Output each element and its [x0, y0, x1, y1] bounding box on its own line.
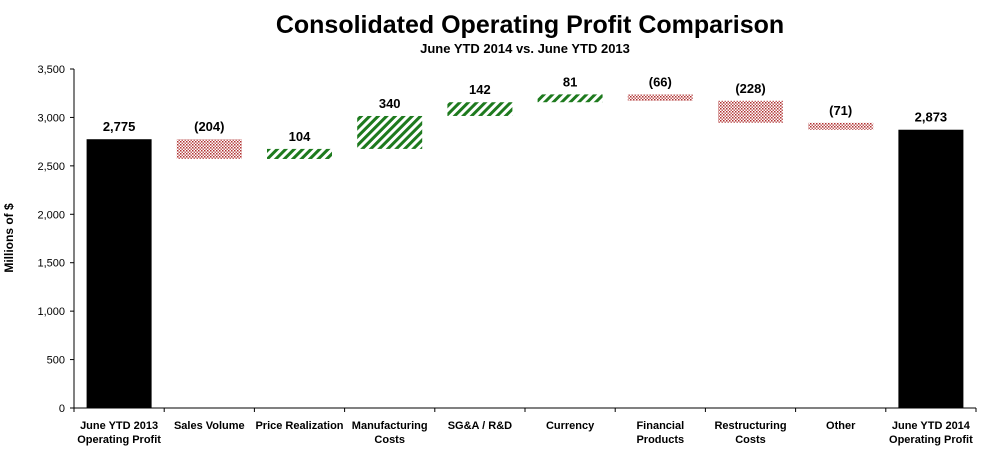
- total-bar: [898, 129, 964, 408]
- y-tick-label: 2,000: [37, 209, 65, 221]
- x-tick-label: June YTD 2013: [80, 420, 158, 432]
- y-axis: 0 500 1,000 1,500 2,000 2,500 3,000 3,500: [37, 64, 75, 415]
- y-tick-label: 0: [59, 403, 65, 415]
- y-tick-label: 500: [47, 355, 65, 367]
- y-tick-label: 2,500: [37, 161, 65, 173]
- data-label: (228): [735, 81, 765, 96]
- increase-bar: [357, 115, 423, 149]
- y-tick-label: 1,500: [37, 258, 65, 270]
- data-label: 142: [469, 82, 491, 97]
- data-label: 2,775: [103, 119, 136, 134]
- increase-bar: [537, 94, 603, 103]
- increase-bar: [267, 148, 332, 159]
- decrease-bar: [176, 139, 242, 159]
- total-bar: [86, 139, 152, 408]
- data-labels: 2,775 (204) 104 340 142 81 (66) (228) (71) 2,873: [103, 74, 947, 144]
- x-tick-label: Price Realization: [255, 420, 343, 432]
- x-tick-label: Other: [826, 420, 856, 432]
- y-tick-label: 1,000: [37, 306, 65, 318]
- x-tick-label: Operating Profit: [77, 434, 161, 446]
- x-tick-label: Sales Volume: [174, 420, 245, 432]
- x-tick-label: Financial: [636, 420, 684, 432]
- decrease-bar: [627, 94, 693, 101]
- x-tick-label: Manufacturing: [352, 420, 428, 432]
- x-tick-label: Operating Profit: [889, 434, 973, 446]
- data-label: 2,873: [915, 110, 948, 125]
- x-tick-labels: June YTD 2013 Operating Profit Sales Volum…: [77, 420, 973, 446]
- x-tick-label: June YTD 2014: [892, 420, 971, 432]
- x-tick-label: Restructuring: [714, 420, 786, 432]
- x-tick-label: Currency: [546, 420, 595, 432]
- decrease-bar: [718, 100, 783, 123]
- data-label: 104: [289, 129, 311, 144]
- increase-bar: [447, 102, 513, 116]
- data-label: (71): [829, 103, 852, 118]
- data-label: (204): [194, 119, 224, 134]
- x-tick-label: Costs: [735, 434, 766, 446]
- chart-subtitle: June YTD 2014 vs. June YTD 2013: [420, 41, 630, 56]
- data-label: 81: [563, 74, 577, 89]
- x-tick-label: Costs: [374, 434, 405, 446]
- y-tick-label: 3,000: [37, 112, 65, 124]
- y-tick-label: 3,500: [37, 64, 65, 76]
- x-tick-label: SG&A / R&D: [448, 420, 512, 432]
- data-label: 340: [379, 96, 401, 111]
- data-label: (66): [649, 74, 672, 89]
- y-axis-label: Millions of $: [2, 203, 16, 273]
- x-axis: [73, 407, 977, 412]
- bars: [86, 94, 964, 408]
- x-tick-label: Products: [636, 434, 684, 446]
- chart-title: Consolidated Operating Profit Comparison: [276, 11, 784, 39]
- decrease-bar: [808, 122, 874, 130]
